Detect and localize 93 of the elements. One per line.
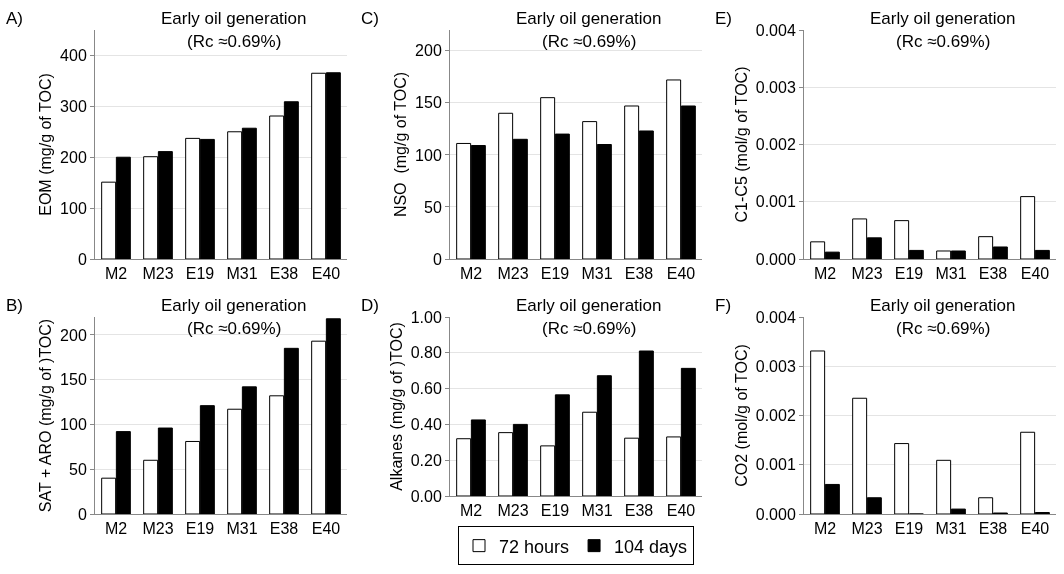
x-tick-label: M31 [935,520,967,538]
y-tick-label: 0.002 [756,136,797,154]
y-tick-label: 0.60 [410,380,442,398]
x-tick-label: M2 [814,520,837,538]
x-tick-label: E19 [185,520,215,538]
x-tick-label: E38 [269,520,299,538]
y-tick-label: 0.001 [756,456,797,474]
chart-title: Early oil generation [870,296,1016,315]
x-tick-label: M31 [226,265,258,283]
y-tick-label: 0 [432,250,442,268]
x-tick-label: E40 [311,265,341,283]
y-axis-title: CO2 (mol/g of TOC) [732,344,750,487]
y-tick-label: 0.004 [756,21,797,39]
x-tick-label: E40 [1021,520,1050,538]
y-tick-label: 100 [60,416,87,434]
y-tick-label: 50 [423,198,442,216]
y-tick-label: 0.004 [756,308,797,326]
text: E) [715,9,733,28]
y-tick-label: 0.000 [756,250,797,268]
y-axis-title: C1-C5 (mol/g of TOC) [732,66,750,223]
text: C) [360,9,379,28]
y-axis-title: EOM (mg/g of TOC) [37,73,54,216]
y-tick-label: 0.002 [756,407,797,425]
x-tick-label: M2 [814,265,837,283]
legend-label: 104 days [613,536,687,557]
x-tick-label: M31 [581,502,613,520]
x-tick-label: E40 [1021,265,1050,283]
y-tick-label: 150 [414,94,442,112]
x-tick-label: E38 [624,265,653,283]
x-tick-label: M2 [459,265,482,283]
y-tick-label: 150 [60,371,87,389]
y-tick-label: 0.40 [410,416,442,433]
x-tick-label: E19 [185,265,215,283]
y-axis-title: NSO (mg/g of TOC) [391,71,409,218]
x-tick-label: M2 [104,520,128,538]
x-tick-label: M31 [581,265,613,283]
chart-subtitle: (Rc ≈0.69%) [896,319,991,338]
x-tick-label: M31 [226,520,258,538]
x-tick-label: M2 [459,502,482,520]
x-tick-label: M23 [497,265,529,283]
chart-title: Early oil generation [161,296,307,315]
y-tick-label: 300 [60,97,87,115]
chart-title: Early oil generation [515,296,662,315]
x-tick-label: E19 [540,265,569,283]
x-tick-label: M23 [851,265,883,283]
x-tick-label: E40 [311,520,341,538]
y-tick-label: 200 [60,148,87,166]
y-tick-label: 0.20 [410,451,442,469]
x-tick-label: E38 [979,520,1008,538]
y-tick-label: 0 [77,250,87,268]
text: A) [6,9,23,28]
y-tick-label: 200 [60,326,87,344]
chart-title: Early oil generation [515,9,662,28]
x-tick-label: M2 [104,265,128,283]
x-tick-label: E19 [895,520,924,538]
x-tick-label: E19 [540,502,569,520]
chart-subtitle: (Rc ≈0.69%) [187,319,282,338]
y-tick-label: 1.00 [410,308,442,326]
y-tick-label: 200 [414,42,442,60]
y-axis-title: Alkanes (mg/g of )TOC) [387,322,405,491]
y-tick-label: 50 [69,460,87,478]
y-tick-label: 0.001 [756,193,797,211]
chart-subtitle: (Rc ≈0.69%) [541,32,637,51]
chart-title: Early oil generation [870,9,1016,28]
chart-subtitle: (Rc ≈0.69%) [896,32,991,51]
x-tick-label: M23 [142,265,174,283]
x-tick-label: M23 [497,502,529,520]
x-tick-label: E40 [666,265,695,283]
y-tick-label: 100 [414,146,442,164]
y-tick-label: 100 [60,199,87,217]
x-tick-label: M31 [935,265,967,283]
chart-subtitle: (Rc ≈0.69%) [541,319,637,338]
x-tick-label: E40 [666,502,695,520]
y-tick-label: 0.80 [410,344,442,362]
y-tick-label: 0.003 [756,357,797,375]
x-tick-label: M23 [851,520,883,538]
x-tick-label: E38 [979,265,1008,283]
y-tick-label: 0.000 [756,505,797,523]
text: F) [715,296,732,315]
text: D) [360,296,379,315]
text: B) [6,296,23,315]
x-tick-label: E38 [269,265,299,283]
x-tick-label: E19 [895,265,924,283]
chart-title: Early oil generation [161,9,307,28]
chart-subtitle: (Rc ≈0.69%) [187,32,282,51]
y-axis-title: SAT + ARO (mg/g of )TOC) [37,318,54,513]
y-tick-label: 0.00 [410,487,442,505]
x-tick-label: M23 [142,520,174,538]
y-tick-label: 0 [77,505,87,523]
y-tick-label: 0.003 [756,78,797,96]
x-tick-label: E38 [624,502,653,520]
legend-label: 72 hours [498,536,569,557]
y-tick-label: 400 [60,47,87,65]
